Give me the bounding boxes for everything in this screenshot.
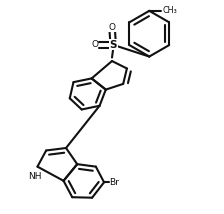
Text: O: O [91, 40, 98, 49]
Text: Br: Br [110, 178, 119, 187]
Text: S: S [110, 40, 117, 50]
Text: NH: NH [28, 172, 41, 181]
Text: O: O [108, 23, 116, 32]
Text: CH₃: CH₃ [162, 6, 177, 15]
